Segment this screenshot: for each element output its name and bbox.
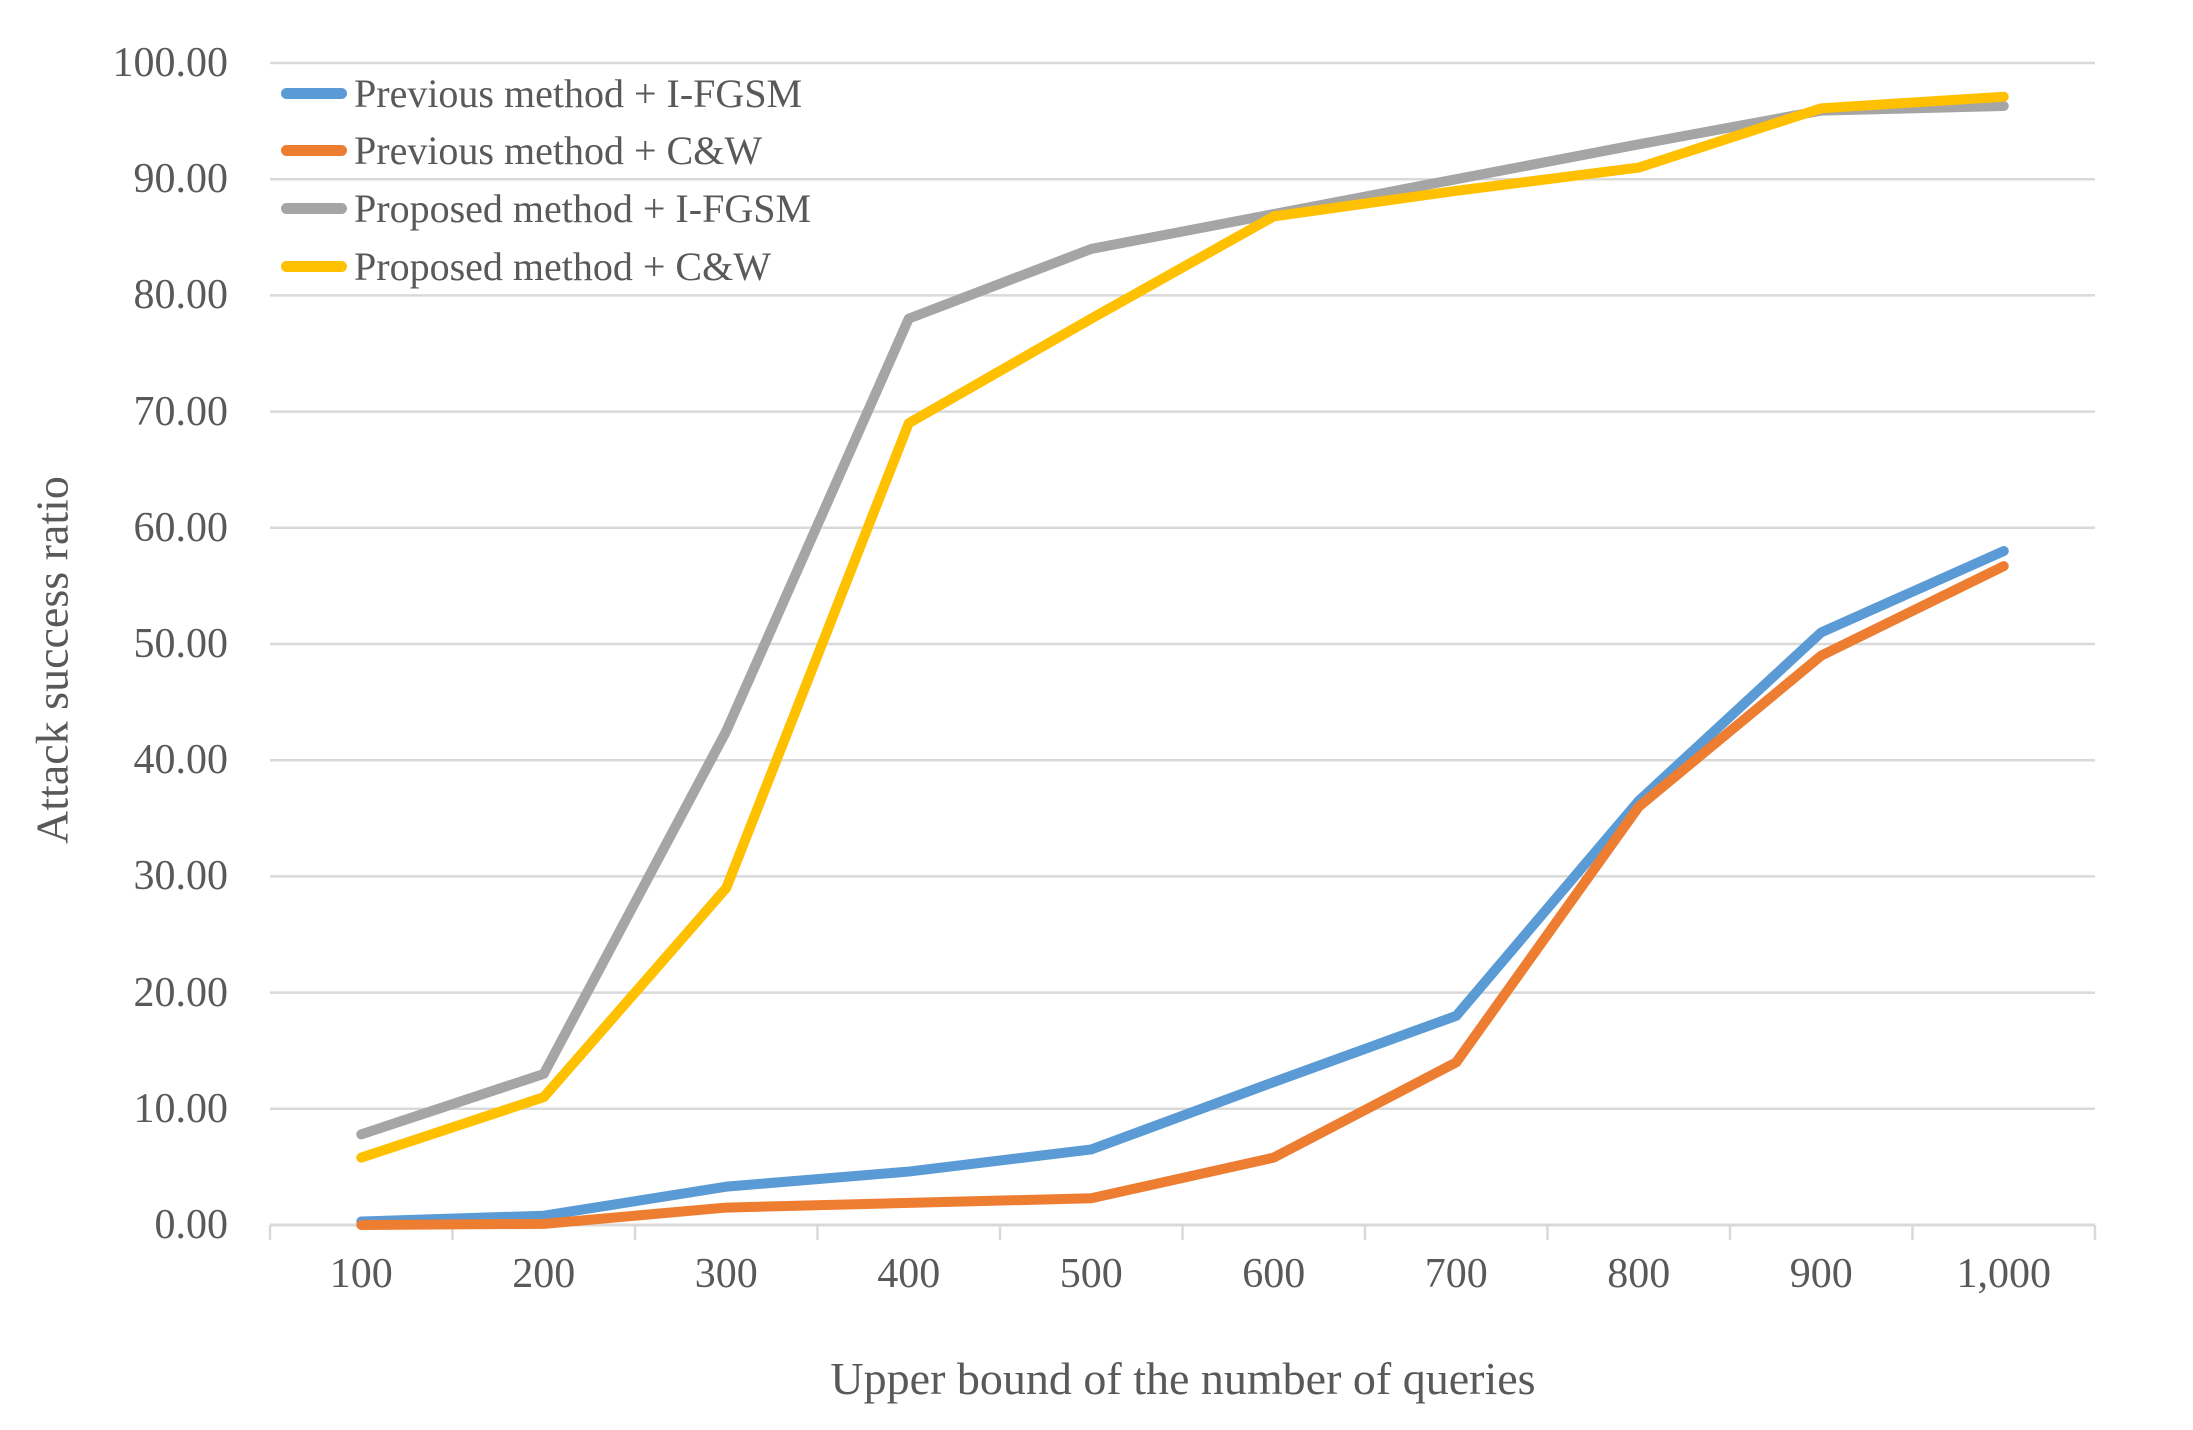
x-tick-label: 200 [512,1251,576,1297]
series-line-proposed-method-i-fgsm [356,100,2009,1140]
x-tick-label: 300 [694,1251,758,1297]
x-tick-label: 100 [329,1251,393,1297]
legend-item-previous-method-i-fgsm: Previous method + I-FGSM [281,70,803,116]
y-tick-label: 100.00 [112,40,229,86]
y-tick-label: 40.00 [133,737,229,784]
x-tick-label: 400 [877,1251,941,1297]
legend-swatch-previous-method-c-w [281,145,347,157]
legend-item-previous-method-c-w: Previous method + C&W [281,128,763,174]
legend-item-proposed-method-i-fgsm: Proposed method + I-FGSM [281,185,812,231]
x-tick-label: 1,000 [1956,1251,2052,1297]
y-tick-label: 80.00 [133,272,229,319]
x-tick-label: 500 [1059,1251,1123,1297]
legend-swatch-previous-method-i-fgsm [281,87,347,99]
legend-swatch-proposed-method-i-fgsm [281,202,347,214]
x-tick-label: 800 [1607,1251,1671,1297]
y-tick-label: 70.00 [133,388,229,435]
x-tick-label: 900 [1789,1251,1853,1297]
legend-label: Previous method + I-FGSM [354,70,803,116]
y-tick-label: 20.00 [133,969,229,1016]
y-tick-label: 0.00 [154,1202,229,1248]
y-tick-label: 50.00 [133,621,229,667]
legend-item-proposed-method-c-w: Proposed method + C&W [281,243,771,289]
series-line-previous-method-i-fgsm [356,546,2009,1227]
legend-label: Proposed method + I-FGSM [354,185,812,231]
y-tick-label: 90.00 [133,156,229,203]
y-tick-label: 10.00 [133,1085,229,1132]
x-axis-title: Upper bound of the number of queries [830,1353,1536,1404]
legend-label: Previous method + C&W [354,128,763,174]
legend-swatch-proposed-method-c-w [281,260,347,272]
x-tick-label: 600 [1242,1251,1306,1297]
legend-label: Proposed method + C&W [354,243,771,289]
y-tick-label: 30.00 [133,853,229,900]
series-line-proposed-method-c-w [356,91,2009,1163]
x-tick-label: 700 [1424,1251,1488,1297]
series-line-previous-method-c-w [356,561,2009,1230]
y-tick-label: 60.00 [133,504,229,551]
